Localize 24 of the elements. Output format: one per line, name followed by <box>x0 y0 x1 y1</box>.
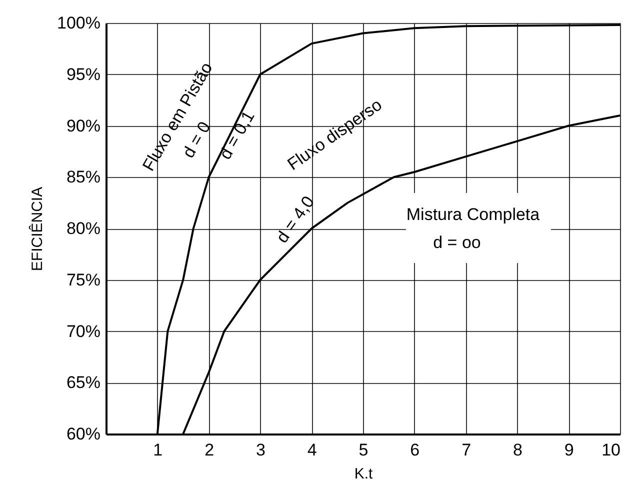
y-tick-label: 95% <box>66 64 100 84</box>
annotation: Mistura Completa <box>406 205 540 224</box>
x-tick-label: 6 <box>410 440 420 460</box>
x-tick-label: 2 <box>204 440 214 460</box>
y-axis-title: EFICIÊNCIA <box>28 186 46 272</box>
x-tick-label: 10 <box>602 440 620 460</box>
x-tick-label: 9 <box>564 440 574 460</box>
x-tick-label: 4 <box>307 440 317 460</box>
y-tick-label: 75% <box>66 270 100 290</box>
y-tick-label: 60% <box>66 424 100 444</box>
y-tick-label: 65% <box>66 373 100 392</box>
text: d = 4,0 <box>272 192 318 246</box>
x-axis-title: K.t <box>354 466 374 482</box>
x-tick-label: 1 <box>153 440 163 460</box>
x-tick-label: 8 <box>512 440 522 460</box>
y-tick-label: 90% <box>66 116 100 136</box>
y-tick-label: 100% <box>57 14 100 32</box>
y-tick-label: 85% <box>66 168 100 187</box>
y-tick-label: 80% <box>66 219 100 238</box>
x-tick-label: 5 <box>358 440 368 460</box>
x-tick-label: 7 <box>462 440 472 460</box>
x-tick-label: 3 <box>256 440 266 460</box>
annotation: d = oo <box>433 233 481 252</box>
y-tick-label: 70% <box>66 322 100 341</box>
